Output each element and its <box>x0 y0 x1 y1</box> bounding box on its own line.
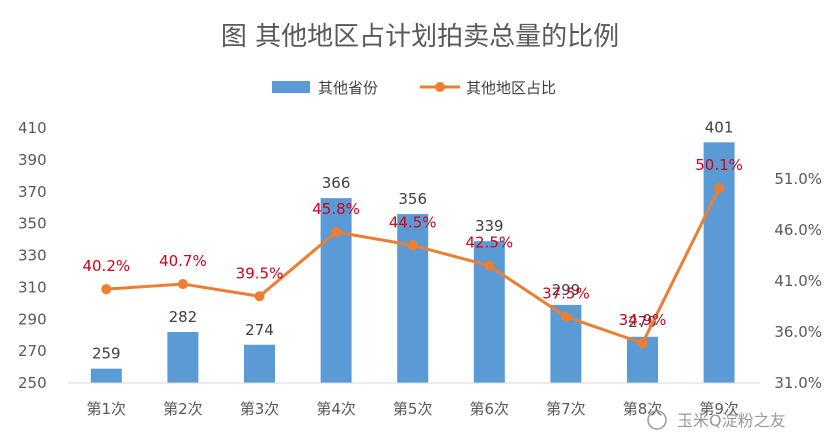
bar-value-label: 339 <box>475 217 504 235</box>
ratio-value-label: 37.5% <box>542 285 590 303</box>
right-tick-label: 46.0% <box>774 221 822 239</box>
category-label: 第8次 <box>623 400 663 418</box>
bars <box>90 142 735 383</box>
ratio-point <box>560 311 571 322</box>
ratio-value-label: 40.7% <box>159 252 207 270</box>
ratio-value-label: 40.2% <box>82 257 130 275</box>
ratio-point <box>177 279 188 290</box>
wechat-icon <box>647 410 667 430</box>
watermark-text: 玉米Q淀粉之友 <box>677 411 786 430</box>
legend-bar-label: 其他省份 <box>318 79 378 97</box>
legend-line-label: 其他地区占比 <box>466 79 556 97</box>
category-label: 第3次 <box>240 400 280 418</box>
ratio-value-label: 39.5% <box>236 264 284 282</box>
legend-bar-swatch <box>272 81 310 93</box>
ratio-point <box>101 284 112 295</box>
category-label: 第1次 <box>87 400 127 418</box>
bar-value-label: 299 <box>552 281 581 299</box>
bar <box>397 214 429 383</box>
bar-value-label: 282 <box>169 308 198 326</box>
bar <box>703 142 735 383</box>
left-tick-label: 270 <box>18 342 47 360</box>
ratio-value-label: 45.8% <box>312 200 360 218</box>
right-tick-label: 51.0% <box>774 170 822 188</box>
left-tick-label: 350 <box>18 215 47 233</box>
left-tick-label: 390 <box>18 151 47 169</box>
left-tick-label: 330 <box>18 247 47 265</box>
left-axis: 410 390 370 350 330 310 290 270 250 <box>18 119 47 392</box>
right-tick-label: 41.0% <box>774 272 822 290</box>
chart-title: 图 其他地区占计划拍卖总量的比例 <box>221 22 619 52</box>
ratio-point <box>714 183 725 194</box>
legend: 其他省份 其他地区占比 <box>272 79 556 97</box>
ratio-labels: 40.2% 40.7% 39.5% 45.8% 44.5% 42.5% 37.5% 34.9%… <box>82 156 742 329</box>
category-label: 第9次 <box>699 400 739 418</box>
bar-value-label: 274 <box>245 321 274 339</box>
legend-line-marker <box>435 82 445 92</box>
left-tick-label: 410 <box>18 119 47 137</box>
right-tick-label: 36.0% <box>774 323 822 341</box>
right-tick-label: 31.0% <box>774 374 822 392</box>
category-label: 第2次 <box>163 400 203 418</box>
bar-value-label: 259 <box>92 345 121 363</box>
watermark: 玉米Q淀粉之友 <box>647 410 786 430</box>
bar-value-label: 366 <box>322 174 351 192</box>
ratio-point <box>254 291 265 302</box>
category-label: 第7次 <box>546 400 586 418</box>
ratio-value-label: 34.9% <box>619 311 667 329</box>
category-label: 第6次 <box>470 400 510 418</box>
left-tick-label: 250 <box>18 374 47 392</box>
left-tick-label: 370 <box>18 183 47 201</box>
bar <box>244 344 275 383</box>
ratio-value-label: 50.1% <box>695 156 743 174</box>
x-axis-labels: 第1次 第2次 第3次 第4次 第5次 第6次 第7次 第8次 第9次 <box>87 400 739 418</box>
ratio-point <box>331 227 342 238</box>
left-tick-label: 310 <box>18 278 47 296</box>
ratio-point <box>407 240 418 251</box>
ratio-value-label: 42.5% <box>465 234 513 252</box>
ratio-value-label: 44.5% <box>389 213 437 231</box>
ratio-line <box>101 183 725 349</box>
bar-value-label: 401 <box>705 118 734 136</box>
bar <box>90 368 122 383</box>
bar-value-label: 356 <box>398 190 427 208</box>
category-label: 第4次 <box>316 400 356 418</box>
bar <box>320 198 352 383</box>
ratio-point <box>637 338 648 349</box>
ratio-point <box>484 260 495 271</box>
left-tick-label: 290 <box>18 310 47 328</box>
category-label: 第5次 <box>393 400 433 418</box>
bar <box>167 332 199 383</box>
right-axis: 51.0% 46.0% 41.0% 36.0% 31.0% <box>774 170 822 392</box>
